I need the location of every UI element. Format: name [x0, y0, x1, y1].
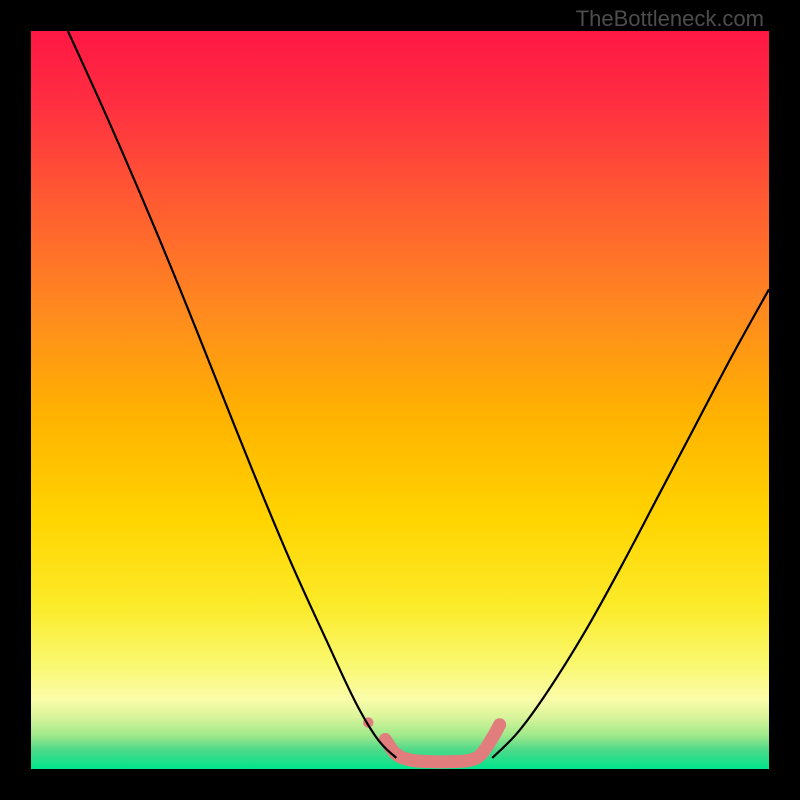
chart-frame: TheBottleneck.com [0, 0, 800, 800]
curve-overlay [0, 0, 800, 800]
bottleneck-curve-left [68, 31, 396, 758]
optimal-range-band [385, 725, 499, 762]
watermark-text: TheBottleneck.com [576, 6, 764, 32]
bottleneck-curve-right [492, 289, 769, 758]
